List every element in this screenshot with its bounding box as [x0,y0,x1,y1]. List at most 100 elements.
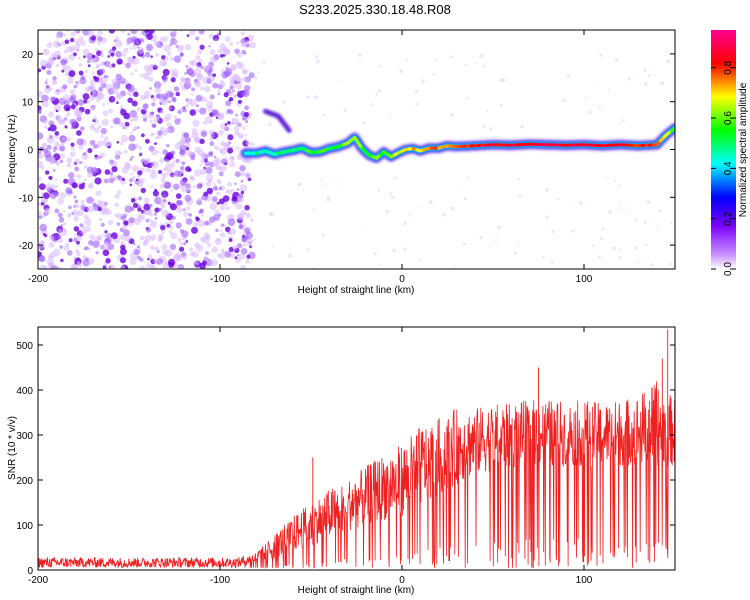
noise-speckle [100,222,105,227]
noise-speckle [209,49,216,56]
faint-speckle [516,243,519,246]
noise-speckle [104,169,111,175]
noise-speckle [40,146,44,150]
faint-speckle [282,100,286,104]
noise-speckle [76,48,80,52]
noise-speckle [236,51,243,58]
noise-speckle [178,266,183,269]
faint-speckle [312,267,315,269]
noise-speckle [195,216,199,220]
noise-speckle [173,55,182,63]
noise-speckle [216,112,225,120]
noise-speckle [127,32,130,36]
noise-speckle [151,96,157,102]
noise-speckle [128,134,136,142]
noise-speckle [177,237,182,242]
noise-speckle [128,217,135,224]
noise-speckle [110,86,119,94]
noise-speckle [52,248,61,257]
noise-speckle [209,94,215,100]
noise-speckle [212,34,219,42]
faint-speckle [420,79,425,84]
noise-speckle [238,123,242,127]
noise-speckle [224,123,228,126]
noise-speckle [154,207,160,213]
noise-speckle [245,259,250,264]
spectrogram-y-tick-label: 0 [27,146,33,157]
noise-speckle [43,120,48,124]
noise-speckle [205,166,213,174]
noise-speckle [189,247,194,252]
noise-speckle [70,37,75,43]
noise-speckle [212,82,219,89]
noise-speckle [74,199,79,204]
faint-speckle [246,226,249,229]
noise-speckle [248,72,255,79]
frequency-ridge [239,108,675,165]
noise-speckle [159,42,163,45]
noise-speckle [139,257,144,262]
faint-speckle [499,78,504,83]
noise-speckle [152,190,159,197]
noise-speckle [179,165,185,171]
faint-speckle [321,233,325,237]
noise-speckle [50,265,59,269]
noise-speckle [165,163,173,171]
faint-speckle [270,212,274,217]
faint-speckle [441,212,446,217]
noise-speckle [62,84,68,90]
faint-speckle [517,177,521,181]
noise-speckle [66,30,69,33]
colorbar-tick-label: 0.8 [723,60,734,74]
noise-speckle [161,35,169,43]
noise-speckle [242,125,246,130]
faint-speckle [306,95,311,99]
noise-speckle [139,73,143,78]
noise-speckle [97,36,103,42]
faint-speckle [513,251,518,255]
faint-speckle [633,246,638,250]
noise-speckle [120,241,125,246]
noise-speckle [38,215,43,220]
noise-speckle [231,196,238,202]
noise-speckle [240,31,245,36]
noise-speckle [59,159,64,164]
noise-speckle [123,229,130,237]
noise-speckle [63,94,70,101]
noise-speckle [110,52,115,57]
noise-speckle [120,257,126,264]
faint-speckle [599,53,603,58]
noise-speckle [151,123,156,128]
noise-speckle [71,182,78,189]
noise-speckle [89,125,96,131]
noise-speckle [38,250,41,254]
noise-speckle [236,213,245,221]
noise-speckle [145,167,151,173]
noise-speckle [186,34,190,37]
noise-speckle [242,243,247,247]
noise-speckle [199,164,202,167]
noise-speckle [103,74,108,78]
noise-speckle [191,59,198,67]
faint-speckle [246,124,249,127]
faint-speckle [417,205,420,208]
noise-speckle [169,203,178,211]
noise-speckle [240,248,248,255]
noise-speckle [73,195,77,199]
noise-speckle [171,72,179,79]
faint-speckle [248,236,252,240]
noise-speckle [156,250,160,254]
noise-speckle [99,83,103,87]
noise-speckle [215,146,220,151]
noise-speckle [46,58,54,66]
noise-speckle [70,263,78,269]
noise-speckle [154,217,158,220]
faint-speckle [389,116,392,119]
noise-speckle [69,89,75,95]
noise-speckle [214,157,220,163]
faint-speckle [571,229,575,233]
noise-speckle [185,142,191,147]
faint-speckle [432,73,436,76]
noise-speckle [169,230,173,234]
noise-speckle [87,257,95,265]
